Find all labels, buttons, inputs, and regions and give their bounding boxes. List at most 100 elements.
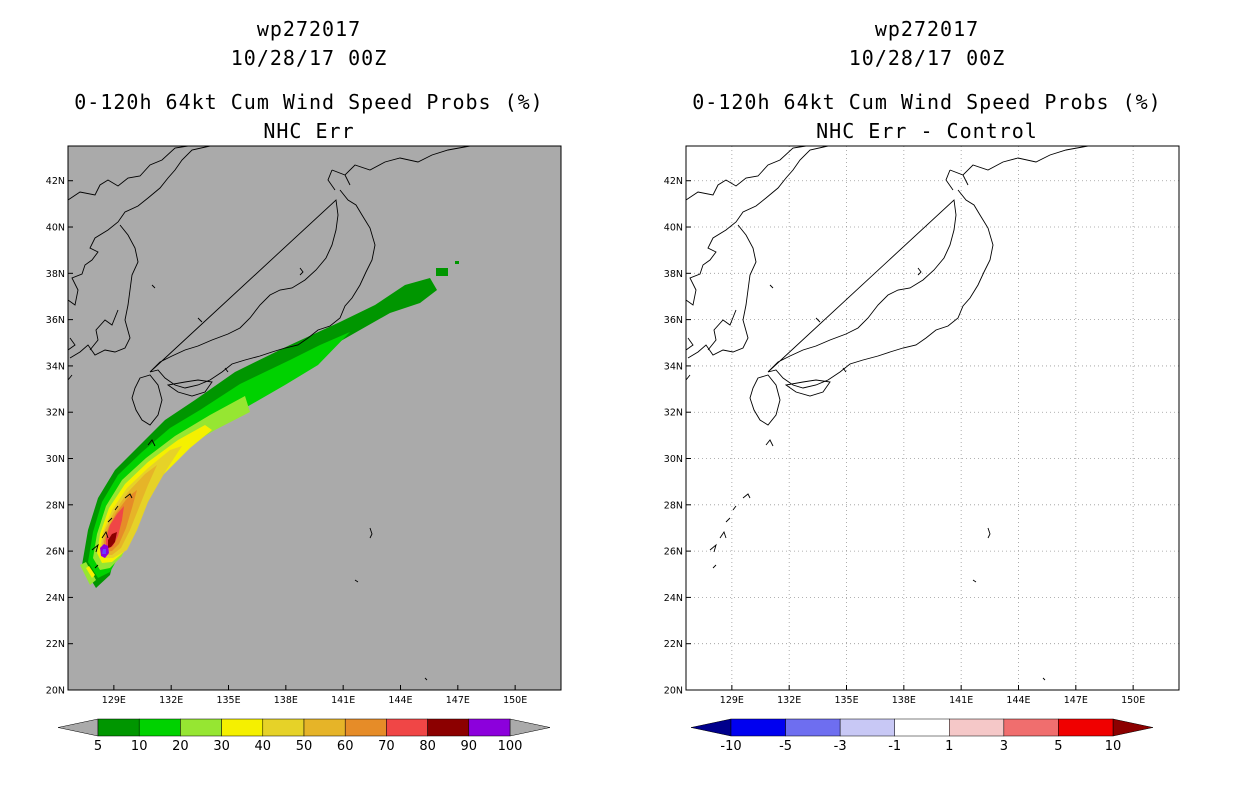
swath-fragment bbox=[455, 261, 459, 264]
colorbar-swatch bbox=[1003, 718, 1059, 737]
lat-label: 24N bbox=[46, 593, 65, 604]
colorbar-swatch bbox=[386, 718, 428, 737]
coastlines bbox=[685, 145, 1089, 681]
lat-label: 32N bbox=[664, 408, 683, 419]
swath-level-90b bbox=[102, 549, 106, 554]
colorbar-under-arrow bbox=[690, 718, 732, 737]
lat-label: 38N bbox=[664, 269, 683, 280]
japan-honshu bbox=[149, 189, 376, 389]
colorbar-swatch bbox=[785, 718, 841, 737]
lat-label: 36N bbox=[664, 315, 683, 326]
lon-axis: 129E 132E 135E 138E 141E 144E 147E 150E bbox=[102, 685, 527, 706]
map-frame bbox=[685, 145, 1180, 691]
lon-label: 147E bbox=[1064, 695, 1088, 706]
colorbar-swatch bbox=[730, 718, 786, 737]
right-map-panel: wp272017 10/28/17 00Z 0-120h 64kt Cum Wi… bbox=[618, 0, 1236, 800]
colorbar-label: 1 bbox=[945, 739, 953, 754]
colorbar-label: -3 bbox=[834, 739, 847, 754]
japan-kyushu bbox=[749, 374, 781, 426]
probability-swath bbox=[80, 261, 459, 588]
colorbar: 5 10 20 30 40 50 60 70 80 90 100 bbox=[57, 718, 551, 754]
colorbar-swatch bbox=[427, 718, 470, 737]
colorbar-under-arrow bbox=[57, 718, 99, 737]
colorbar-label: 40 bbox=[255, 739, 272, 754]
lon-label: 144E bbox=[388, 695, 412, 706]
storm-id-title: wp272017 bbox=[874, 17, 980, 41]
datetime-title: 10/28/17 00Z bbox=[848, 46, 1006, 70]
lon-label: 138E bbox=[274, 695, 298, 706]
coastlines bbox=[67, 145, 471, 681]
colorbar-swatch bbox=[97, 718, 140, 737]
japan-shikoku bbox=[784, 379, 831, 397]
lon-label: 138E bbox=[892, 695, 916, 706]
map-background bbox=[686, 146, 1179, 690]
colorbar-swatch bbox=[221, 718, 264, 737]
colorbar-over-arrow bbox=[1112, 718, 1154, 737]
small-islands bbox=[151, 267, 428, 681]
colorbar-label: 100 bbox=[498, 739, 523, 754]
lat-label: 30N bbox=[664, 454, 683, 465]
lon-label: 141E bbox=[949, 695, 973, 706]
lon-label: 135E bbox=[216, 695, 240, 706]
lat-label: 20N bbox=[46, 686, 65, 697]
swath-level-5 bbox=[82, 278, 437, 588]
korea-coast bbox=[687, 224, 757, 359]
ryukyu-islands bbox=[91, 439, 156, 569]
lat-label: 28N bbox=[46, 500, 65, 511]
japan-honshu bbox=[767, 189, 994, 389]
china-coast bbox=[685, 337, 694, 381]
lon-label: 150E bbox=[503, 695, 527, 706]
swath-level-80 bbox=[108, 532, 117, 548]
lat-label: 36N bbox=[46, 315, 65, 326]
colorbar-label: 5 bbox=[1054, 739, 1062, 754]
lat-label: 42N bbox=[46, 176, 65, 187]
datetime-title: 10/28/17 00Z bbox=[230, 46, 388, 70]
lat-label: 38N bbox=[46, 269, 65, 280]
china-coast bbox=[67, 337, 76, 381]
colorbar-label: 90 bbox=[461, 739, 478, 754]
lat-label: 26N bbox=[46, 547, 65, 558]
colorbar-swatch bbox=[138, 718, 181, 737]
colorbar-label: 50 bbox=[296, 739, 313, 754]
lon-label: 129E bbox=[720, 695, 744, 706]
colorbar: -10 -5 -3 -1 1 3 5 10 bbox=[690, 718, 1154, 754]
japan-kyushu bbox=[131, 374, 163, 426]
lat-label: 32N bbox=[46, 408, 65, 419]
asia-coast bbox=[67, 145, 211, 306]
lon-label: 132E bbox=[777, 695, 801, 706]
colorbar-swatch bbox=[344, 718, 387, 737]
asia-coast bbox=[685, 145, 829, 306]
colorbar-label: 20 bbox=[172, 739, 189, 754]
colorbar-label: 10 bbox=[1105, 739, 1122, 754]
korea-coast bbox=[69, 224, 139, 359]
product-title: 0-120h 64kt Cum Wind Speed Probs (%) bbox=[692, 90, 1162, 114]
colorbar-label: 60 bbox=[337, 739, 354, 754]
lat-axis: 42N 40N 38N 36N 34N 32N 30N 28N 26N 24N 22N 20N bbox=[46, 176, 73, 697]
left-map-panel: wp272017 10/28/17 00Z 0-120h 64kt Cum Wi… bbox=[46, 18, 562, 754]
lon-label: 135E bbox=[834, 695, 858, 706]
colorbar-label: 3 bbox=[1000, 739, 1008, 754]
colorbar-over-arrow bbox=[509, 718, 551, 737]
colorbar-swatch bbox=[839, 718, 895, 737]
lat-label: 42N bbox=[664, 176, 683, 187]
left-map-svg: 42N 40N 38N 36N 34N 32N 30N 28N 26N 24N 22N 20N 129… bbox=[46, 145, 562, 754]
right-map-svg: 42N 40N 38N 36N 34N 32N 30N 28N 26N 24N 22N 20N 129… bbox=[664, 145, 1180, 754]
colorbar-swatch bbox=[1058, 718, 1114, 737]
lon-label: 141E bbox=[331, 695, 355, 706]
swath-fringe-level-5 bbox=[80, 562, 96, 585]
lon-label: 147E bbox=[446, 695, 470, 706]
colorbar-swatch bbox=[468, 718, 511, 737]
colorbar-label: 30 bbox=[213, 739, 230, 754]
japan-hokkaido bbox=[327, 145, 471, 191]
swath-fragment bbox=[436, 268, 448, 276]
ryukyu-islands bbox=[709, 439, 774, 569]
colorbar-label: 10 bbox=[131, 739, 148, 754]
lat-label: 20N bbox=[664, 686, 683, 697]
lat-label: 22N bbox=[46, 639, 65, 650]
small-islands bbox=[769, 267, 1046, 681]
colorbar-label: -10 bbox=[720, 739, 741, 754]
map-frame bbox=[67, 145, 562, 691]
colorbar-swatch bbox=[894, 718, 950, 737]
product-title: 0-120h 64kt Cum Wind Speed Probs (%) bbox=[74, 90, 544, 114]
lon-label: 150E bbox=[1121, 695, 1145, 706]
